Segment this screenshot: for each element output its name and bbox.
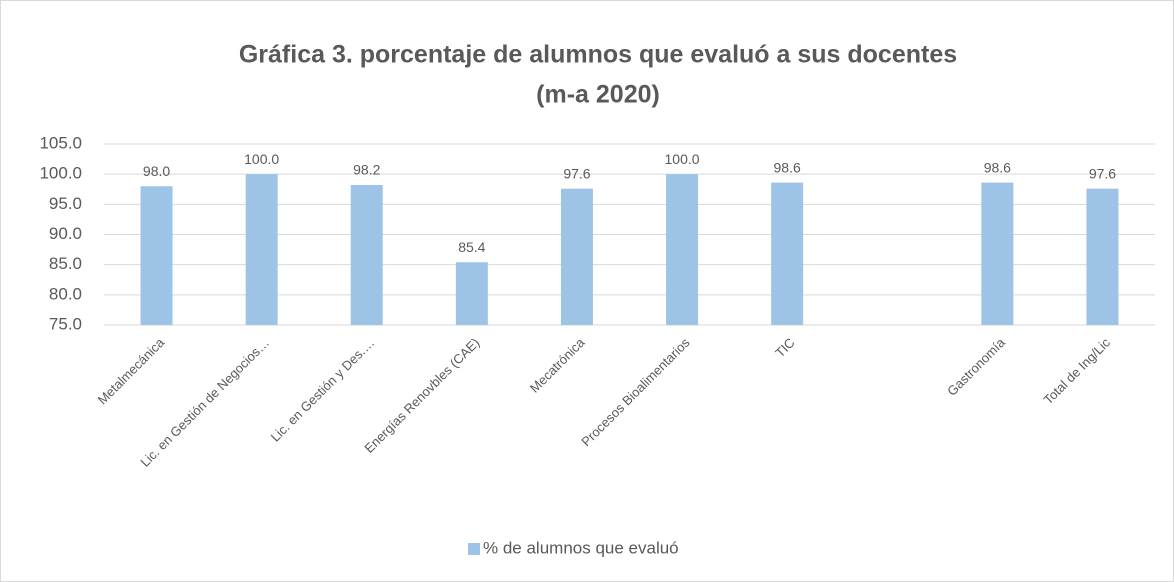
y-tick-label: 105.0 bbox=[39, 133, 82, 152]
data-label: 97.6 bbox=[563, 165, 590, 181]
bar bbox=[455, 262, 488, 325]
y-tick-label: 75.0 bbox=[49, 314, 82, 333]
data-label: 98.6 bbox=[984, 159, 1011, 175]
y-tick-label: 95.0 bbox=[49, 194, 82, 213]
data-label: 97.6 bbox=[1089, 165, 1116, 181]
bar bbox=[981, 182, 1014, 325]
bar bbox=[771, 182, 804, 325]
bar bbox=[140, 186, 173, 325]
data-label: 100.0 bbox=[244, 151, 279, 167]
bar bbox=[1086, 188, 1119, 325]
data-label: 98.0 bbox=[143, 163, 170, 179]
y-tick-label: 90.0 bbox=[49, 224, 82, 243]
data-label: 98.6 bbox=[774, 159, 801, 175]
bar bbox=[666, 174, 699, 325]
data-label: 85.4 bbox=[458, 239, 485, 255]
data-label: 98.2 bbox=[353, 162, 380, 178]
chart-title: (m-a 2020) bbox=[536, 81, 660, 109]
bar bbox=[560, 188, 593, 325]
legend-swatch bbox=[468, 543, 480, 555]
legend-label: % de alumnos que evaluó bbox=[483, 538, 679, 557]
y-tick-label: 85.0 bbox=[49, 254, 82, 273]
y-tick-label: 100.0 bbox=[39, 164, 82, 183]
y-tick-label: 80.0 bbox=[49, 284, 82, 303]
chart-title: Gráfica 3. porcentaje de alumnos que eva… bbox=[239, 41, 957, 69]
bar bbox=[350, 185, 383, 325]
data-label: 100.0 bbox=[665, 151, 700, 167]
bar bbox=[245, 174, 278, 325]
